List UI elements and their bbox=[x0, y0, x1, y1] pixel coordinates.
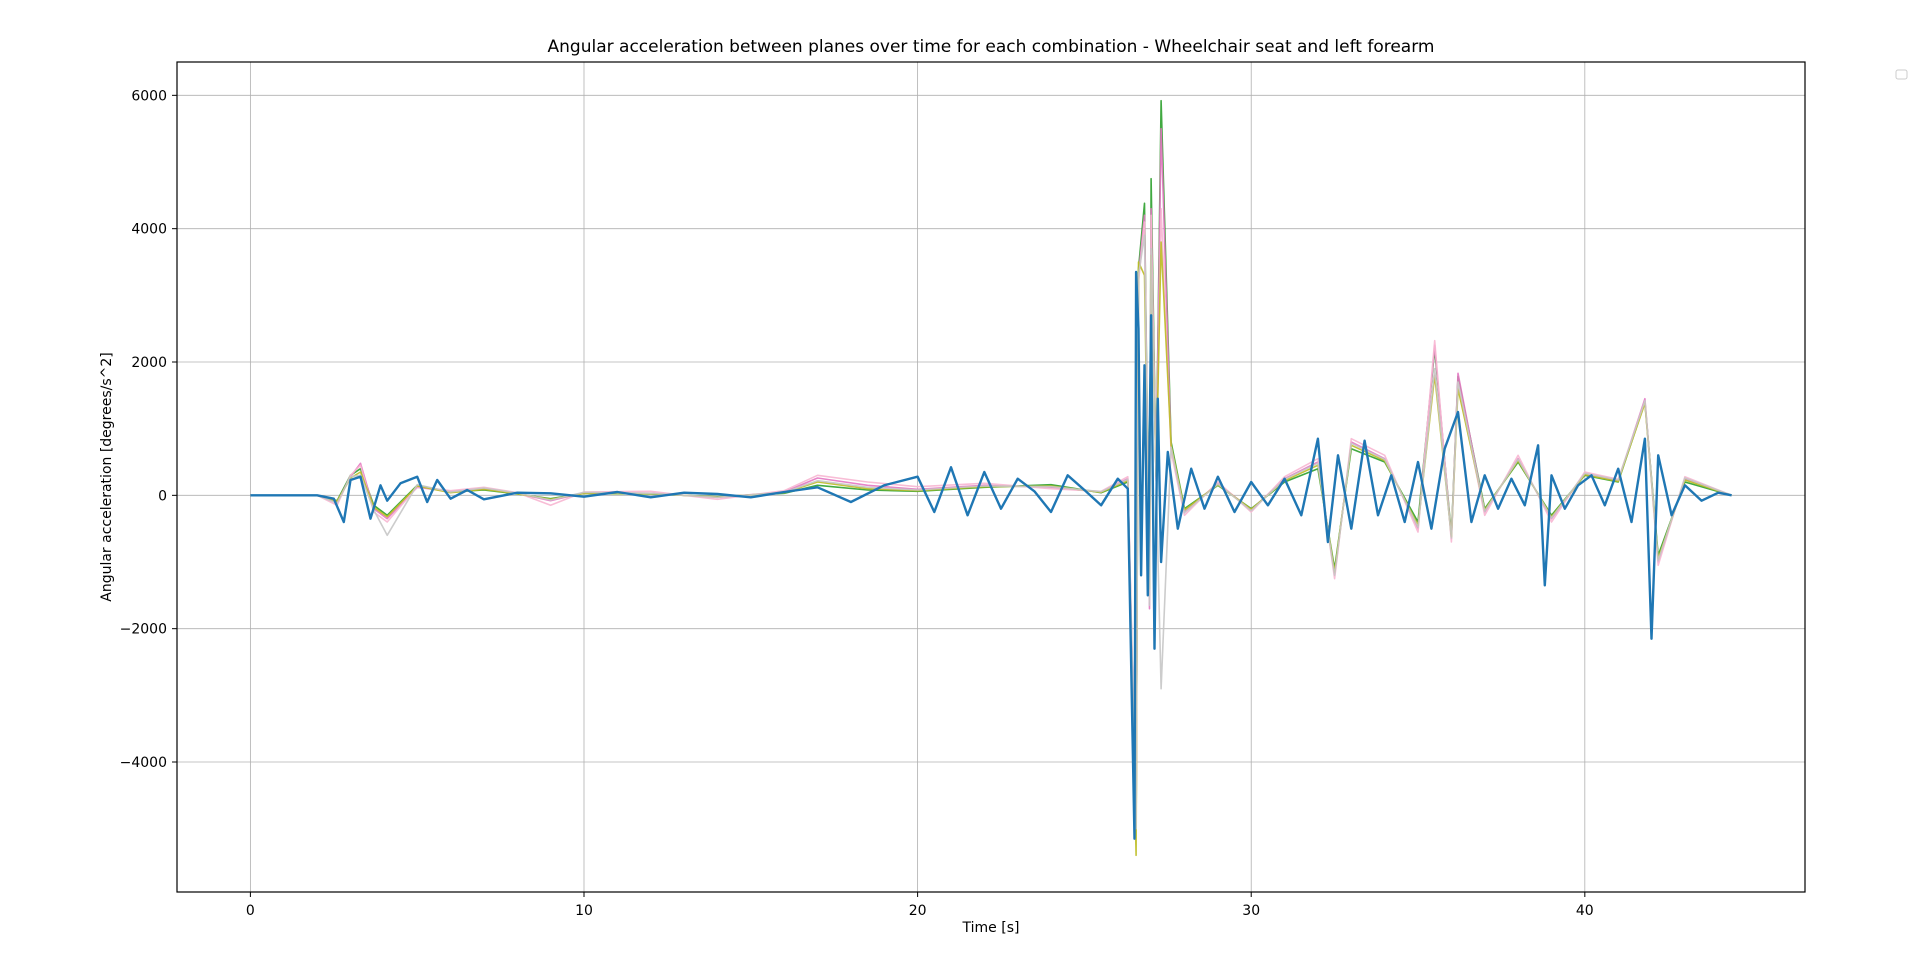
x-tick-label: 20 bbox=[909, 903, 927, 919]
series-line bbox=[250, 234, 1732, 830]
y-tick-label: 4000 bbox=[131, 222, 167, 238]
x-tick-label: 10 bbox=[575, 903, 593, 919]
grid-lines bbox=[177, 62, 1805, 892]
y-tick-label: 2000 bbox=[131, 355, 167, 371]
plot-frame bbox=[176, 61, 1806, 893]
series-layer bbox=[250, 99, 1732, 857]
y-tick-label: 0 bbox=[158, 488, 167, 504]
series-line bbox=[250, 207, 1732, 817]
y-tick-label: −2000 bbox=[120, 622, 167, 638]
series-line bbox=[250, 99, 1732, 830]
x-tick-label: 30 bbox=[1242, 903, 1260, 919]
legend-box bbox=[1895, 69, 1908, 80]
x-axis-ticks: 0 10 20 30 40 bbox=[246, 892, 1594, 919]
series-line bbox=[250, 241, 1732, 857]
x-tick-label: 0 bbox=[246, 903, 255, 919]
y-tick-label: −4000 bbox=[120, 755, 167, 771]
y-axis-label: Angular acceleration [degrees/s^2] bbox=[99, 352, 115, 602]
x-axis-label: Time [s] bbox=[962, 920, 1020, 936]
y-tick-label: 6000 bbox=[131, 88, 167, 104]
y-axis-ticks: −4000 −2000 0 2000 4000 6000 bbox=[120, 88, 177, 771]
x-tick-label: 40 bbox=[1576, 903, 1594, 919]
series-line bbox=[250, 270, 1732, 840]
chart-title: Angular acceleration between planes over… bbox=[548, 37, 1435, 57]
